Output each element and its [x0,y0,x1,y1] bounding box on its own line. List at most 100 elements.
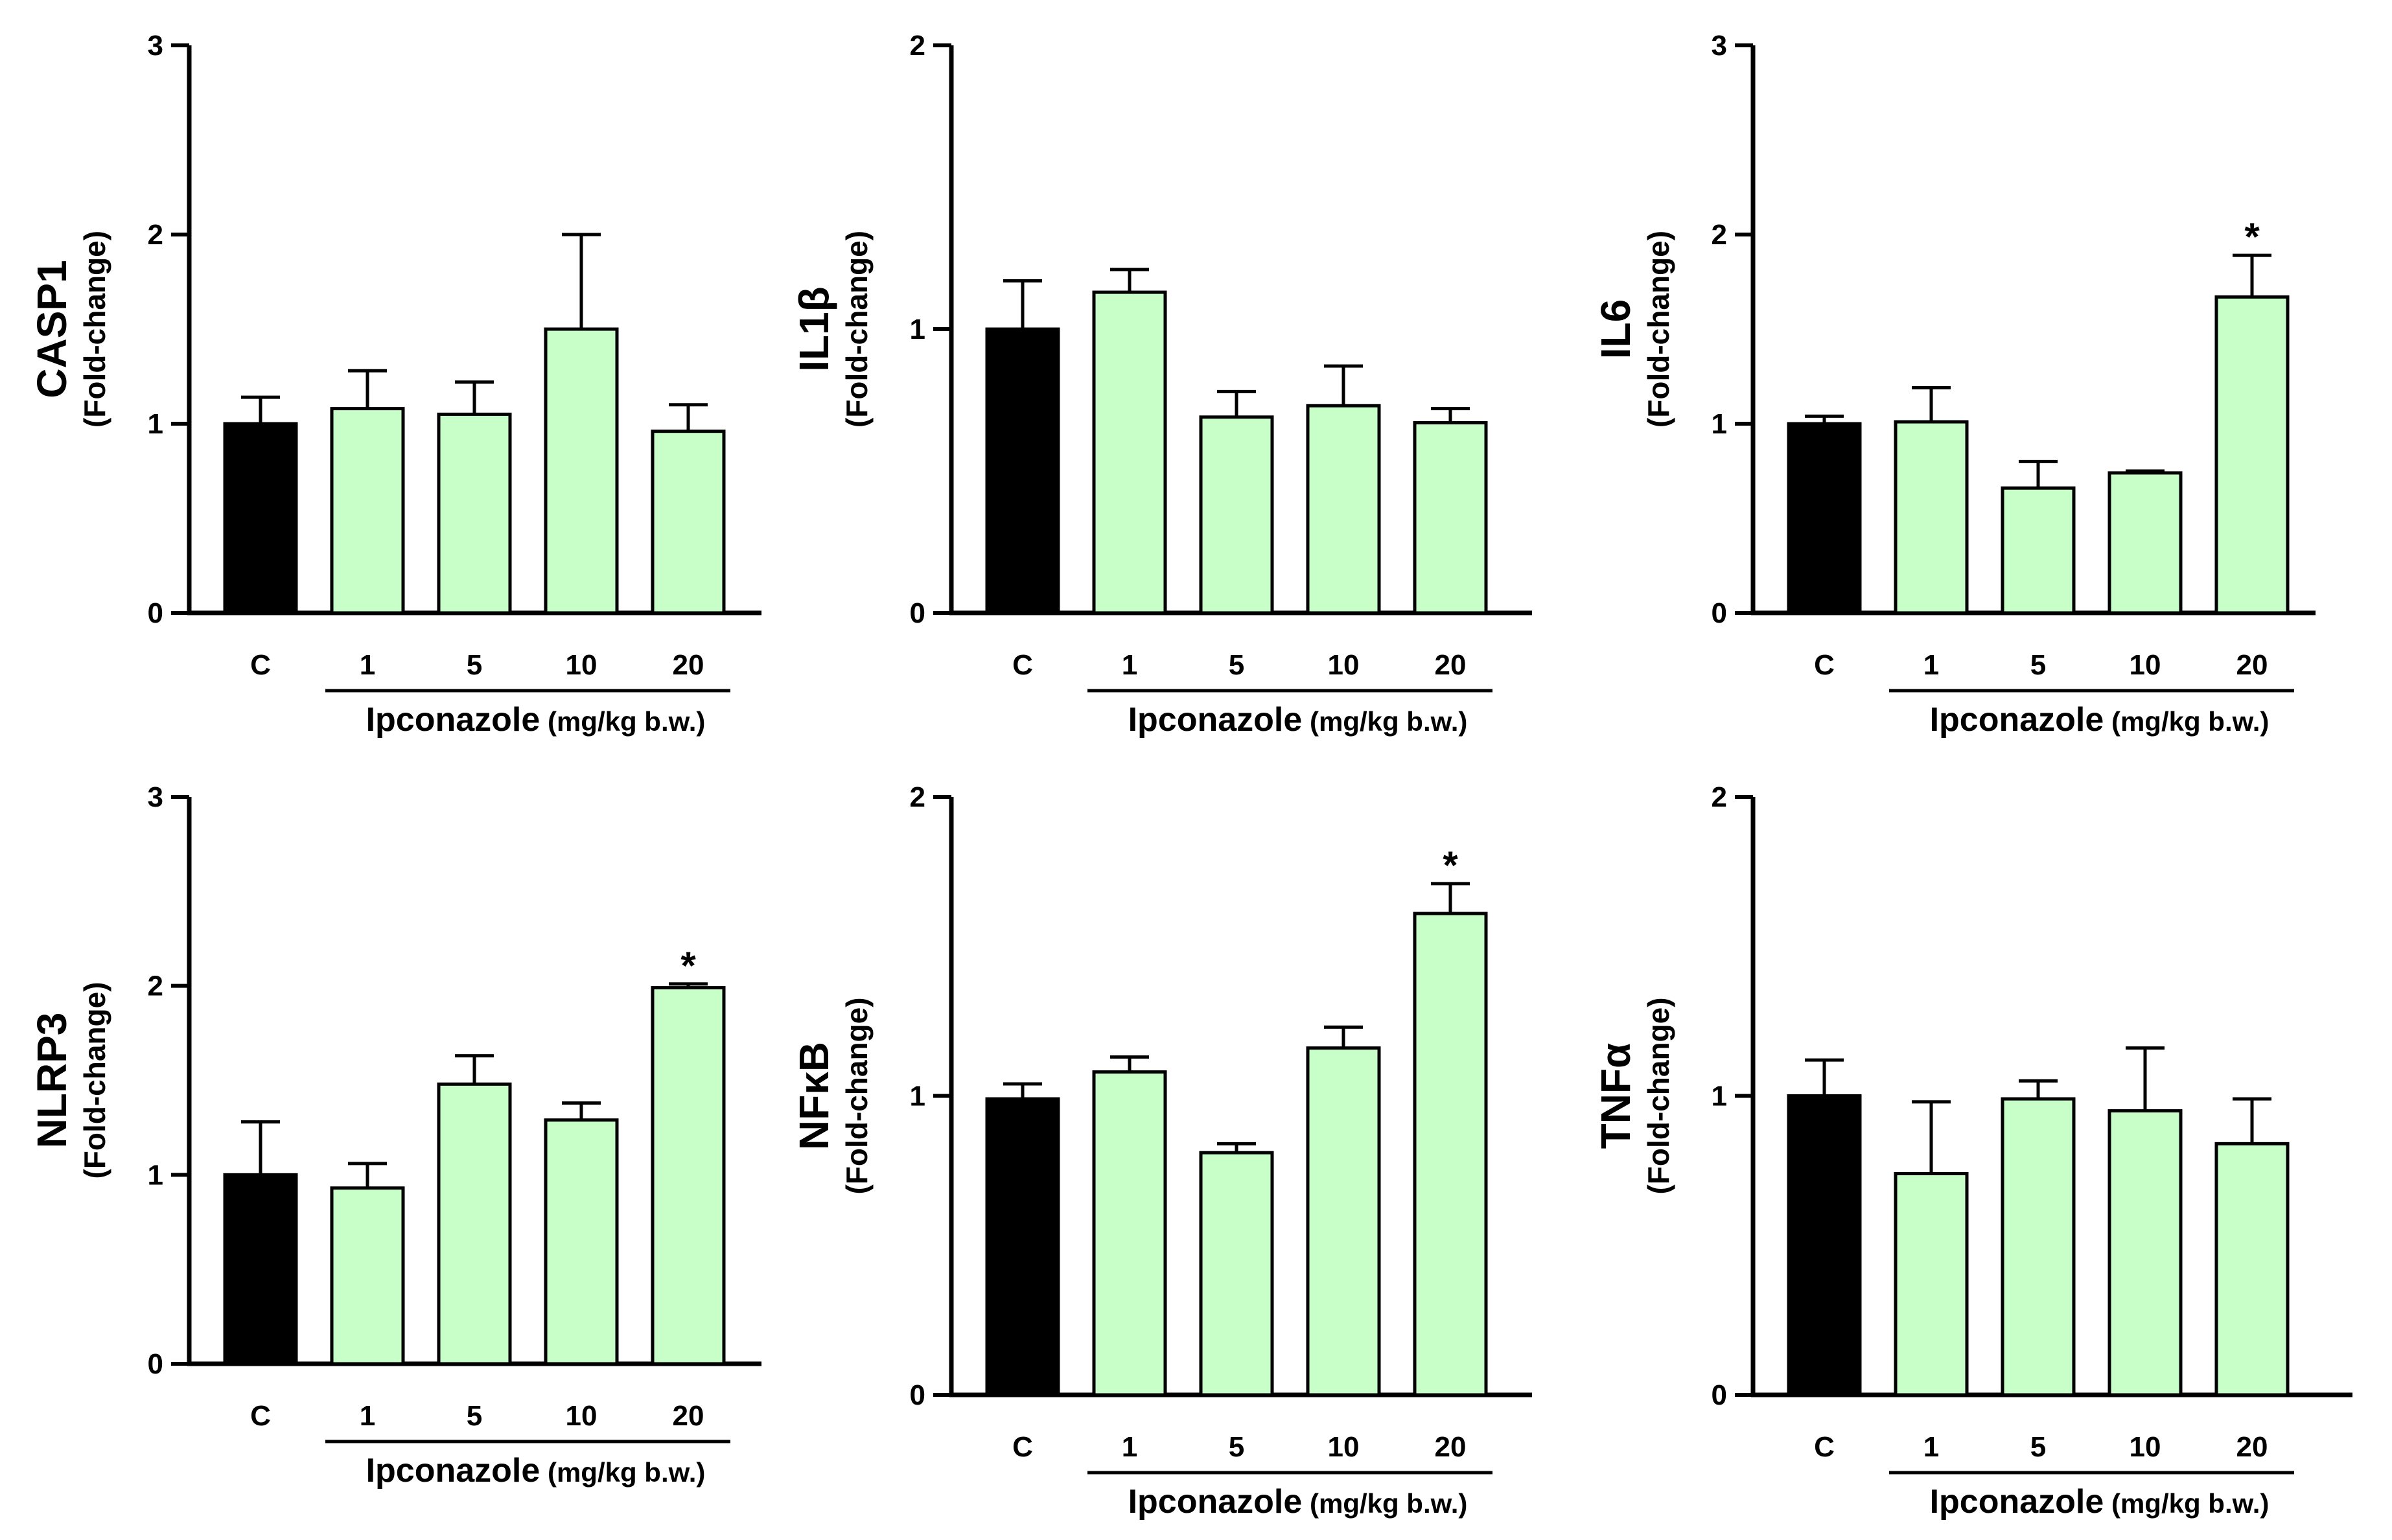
x-axis-title-unit: (mg/kg b.w.) [548,1457,705,1488]
x-tick-label: 10 [2130,649,2161,681]
x-axis-title-compound: Ipconazole [1128,701,1303,739]
x-tick-label: 5 [2030,1431,2046,1463]
bar-control [1787,422,1862,615]
bar-dose-20 [1413,912,1488,1397]
bar-dose-5 [1199,1151,1274,1397]
x-tick-label: C [250,1400,271,1432]
x-axis-title-unit: (mg/kg b.w.) [2111,1488,2269,1519]
chart-panel-0: 0 1 2 3 CASP1 (Fold-change) C 1 5 10 20 Ipconazole … [29,30,761,739]
significance-star: * [1443,844,1458,887]
x-tick-label: 10 [566,1400,598,1432]
bar-dose-1 [1092,1070,1167,1397]
y-axis-gene-label: CASP1 [29,260,75,398]
significance-star: * [680,944,696,987]
bar-dose-5 [437,1082,512,1366]
y-tick-label: 0 [148,597,163,629]
y-tick-label: 2 [910,30,925,62]
chart-panel-5: 0 1 2 TNFα (Fold-change) C 1 5 10 20 Ipconazole (m… [1592,781,2352,1521]
bar-dose-20 [2214,295,2290,615]
y-tick-label: 1 [910,314,925,345]
y-tick-label: 0 [910,597,925,629]
x-tick-label: 5 [1229,649,1244,681]
bar-dose-10 [1306,1046,1381,1397]
bar-dose-10 [544,1118,619,1366]
x-axis-title-compound: Ipconazole [1128,1483,1303,1521]
x-tick-label: C [1814,649,1835,681]
y-axis-fold-label: (Fold-change) [840,231,874,428]
x-axis-title-compound: Ipconazole [366,701,540,739]
chart-panel-1: 0 1 2 IL1β (Fold-change) C 1 5 10 20 Ipconazole (m… [791,30,1532,739]
y-tick-label: 0 [1712,597,1727,629]
x-tick-label: 1 [1923,1431,1939,1463]
y-tick-label: 2 [148,219,163,251]
bar-dose-1 [1894,1171,1969,1397]
y-axis-fold-label: (Fold-change) [1642,997,1675,1194]
x-axis-title-compound: Ipconazole [1930,1483,2104,1521]
x-tick-label: C [1012,1431,1033,1463]
x-tick-label: 5 [467,1400,482,1432]
bar-dose-20 [1413,421,1488,615]
y-axis-fold-label: (Fold-change) [78,231,111,428]
x-axis-title-compound: Ipconazole [366,1452,540,1489]
bar-dose-10 [2108,471,2183,615]
y-axis-gene-label: NFκB [791,1042,837,1150]
x-tick-label: 5 [1229,1431,1244,1463]
bar-control [223,422,298,615]
x-tick-label: 10 [1328,649,1360,681]
x-tick-label: 20 [673,649,704,681]
x-tick-label: C [1012,649,1033,681]
x-tick-label: 1 [1923,649,1939,681]
y-tick-label: 2 [1712,781,1727,813]
bar-dose-10 [2108,1109,2183,1397]
x-tick-label: 5 [467,649,482,681]
y-axis-gene-label: IL1β [791,286,837,372]
bar-dose-5 [2001,1097,2076,1397]
y-axis-fold-label: (Fold-change) [78,982,111,1178]
bar-dose-1 [330,1186,405,1366]
bar-dose-1 [1894,420,1969,615]
x-tick-label: 1 [360,1400,375,1432]
x-tick-label: 20 [673,1400,704,1432]
y-tick-label: 2 [148,971,163,1002]
bar-control [223,1173,298,1366]
y-axis-gene-label: IL6 [1592,299,1639,359]
y-tick-label: 1 [910,1081,925,1112]
x-axis-title: Ipconazole (mg/kg b.w.) [1128,701,1468,739]
y-axis-fold-label: (Fold-change) [840,997,874,1194]
x-tick-label: 20 [2236,649,2268,681]
bar-dose-1 [1092,290,1167,615]
y-tick-label: 2 [910,781,925,813]
x-tick-label: 20 [2236,1431,2268,1463]
x-axis-title-unit: (mg/kg b.w.) [2111,706,2269,737]
y-tick-label: 3 [148,30,163,62]
bar-dose-5 [437,412,512,615]
x-tick-label: 1 [1122,649,1137,681]
x-axis-title-unit: (mg/kg b.w.) [548,706,705,737]
significance-star: * [2244,215,2260,259]
chart-panel-4: 0 1 2 NFκB (Fold-change) C 1 5 10 * 20 Ipconazole (… [791,781,1532,1521]
bar-dose-20 [2214,1142,2290,1397]
x-axis-title-compound: Ipconazole [1930,701,2104,739]
x-tick-label: 20 [1435,649,1467,681]
x-axis-title: Ipconazole (mg/kg b.w.) [366,701,706,739]
bar-dose-1 [330,407,405,615]
bar-control [985,327,1060,615]
x-tick-label: 20 [1435,1431,1467,1463]
y-tick-label: 0 [1712,1379,1727,1411]
y-tick-label: 2 [1712,219,1727,251]
x-axis-title: Ipconazole (mg/kg b.w.) [1930,701,2270,739]
bar-dose-20 [651,986,726,1366]
x-tick-label: 1 [360,649,375,681]
y-tick-label: 0 [148,1348,163,1380]
x-tick-label: 10 [2130,1431,2161,1463]
x-tick-label: 10 [1328,1431,1360,1463]
y-axis-gene-label: TNFα [1592,1043,1639,1149]
y-tick-label: 1 [148,408,163,440]
x-tick-label: 1 [1122,1431,1137,1463]
x-tick-label: C [250,649,271,681]
chart-panel-2: 0 1 2 3 IL6 (Fold-change) C 1 5 10 * 20 Ipconazole (… [1592,30,2316,739]
bar-dose-20 [651,430,726,615]
x-axis-title: Ipconazole (mg/kg b.w.) [1128,1483,1468,1521]
y-tick-label: 1 [1712,408,1727,440]
